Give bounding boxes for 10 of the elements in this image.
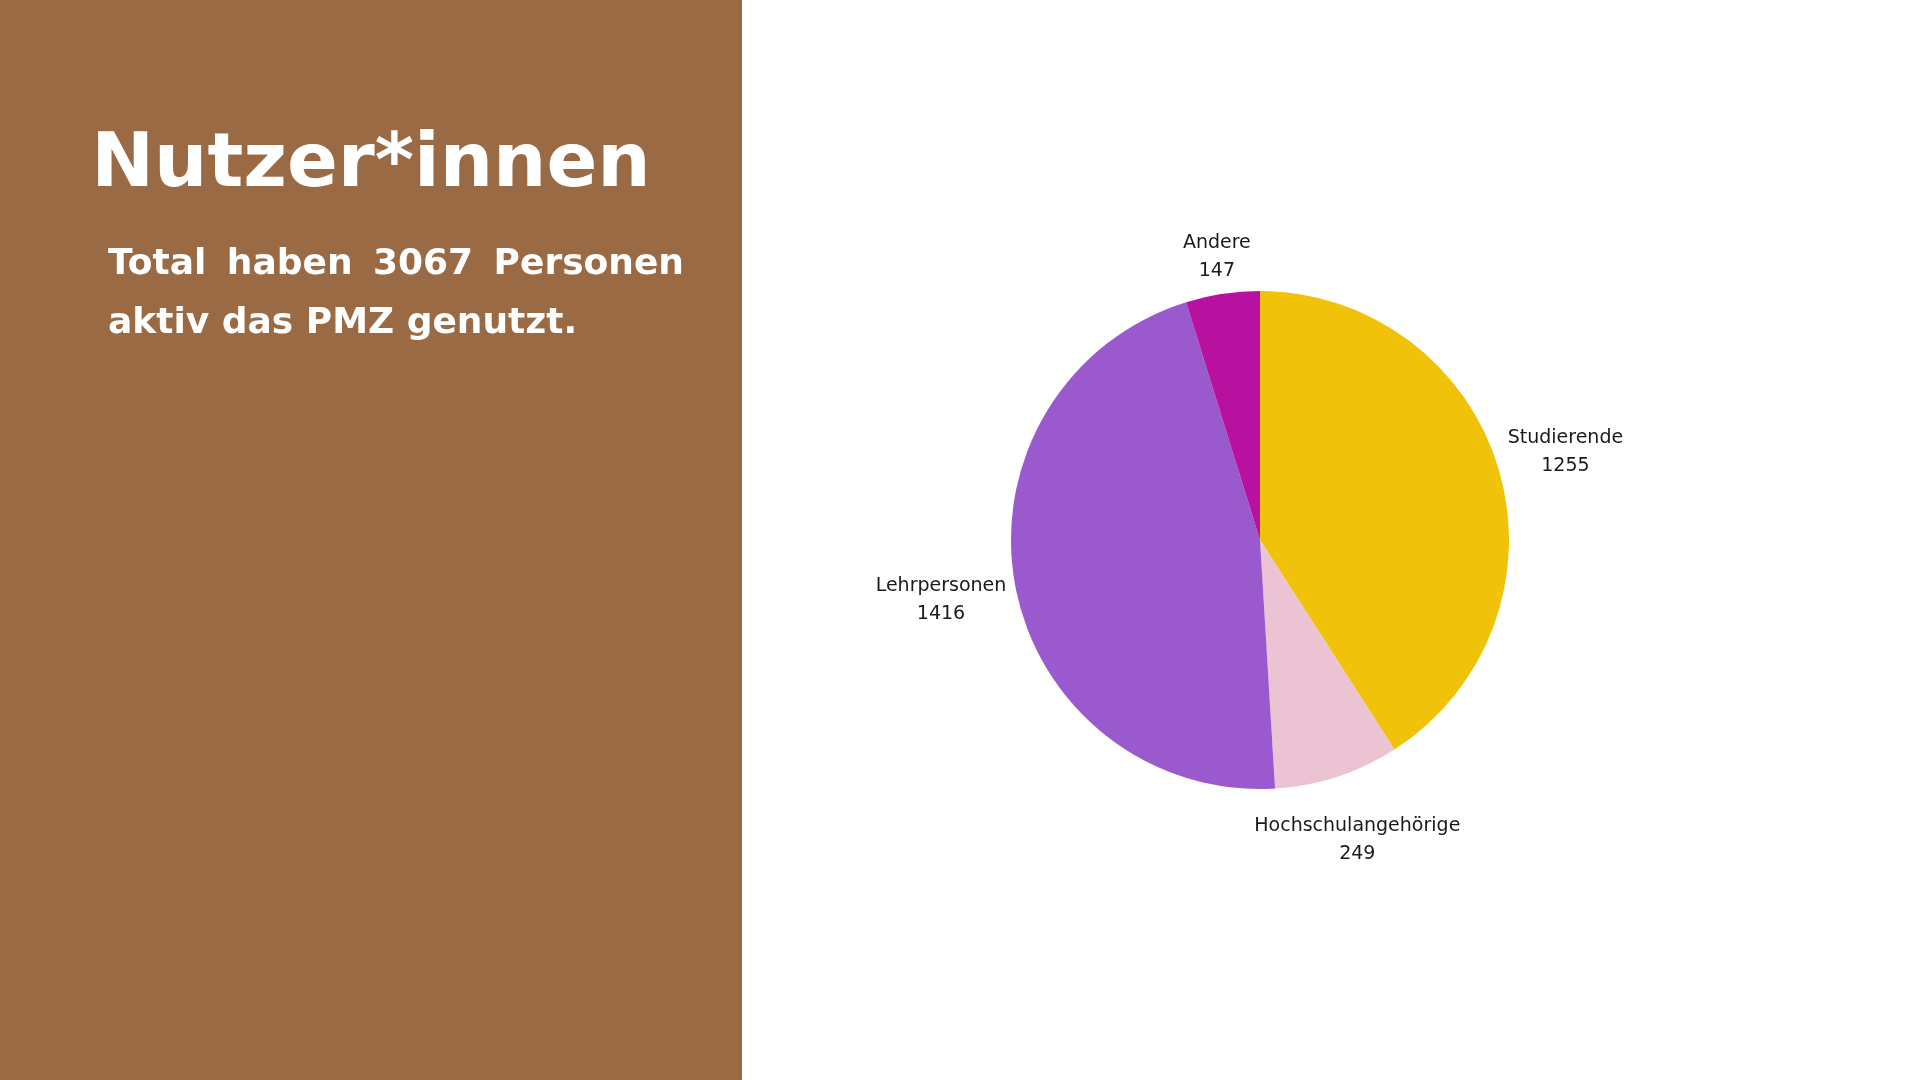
slice-label: Hochschulangehörige xyxy=(1254,813,1461,836)
data-label: 1255 xyxy=(1541,453,1590,476)
data-label: 147 xyxy=(1198,258,1235,281)
slice-label: Andere xyxy=(1182,230,1251,253)
data-label: 1416 xyxy=(916,601,966,624)
chart-title: Nutzer*innen xyxy=(90,115,652,206)
slice-label: Lehrpersonen xyxy=(875,573,1007,596)
data-label: 249 xyxy=(1339,841,1376,864)
text: Total haben 3067 Personen aktiv das PMZ genutzt. xyxy=(108,240,684,343)
slice-label: Studierende xyxy=(1507,425,1624,448)
